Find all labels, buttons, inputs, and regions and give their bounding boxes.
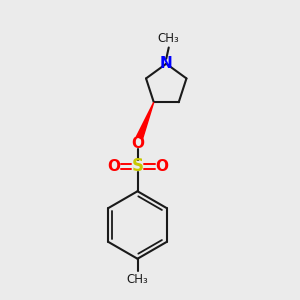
Text: N: N [160,56,172,71]
Text: CH₃: CH₃ [127,273,148,286]
Text: O: O [131,136,144,151]
Text: O: O [155,159,168,174]
Polygon shape [136,102,154,139]
Text: O: O [107,159,120,174]
Text: S: S [131,157,143,175]
Text: CH₃: CH₃ [158,32,180,45]
